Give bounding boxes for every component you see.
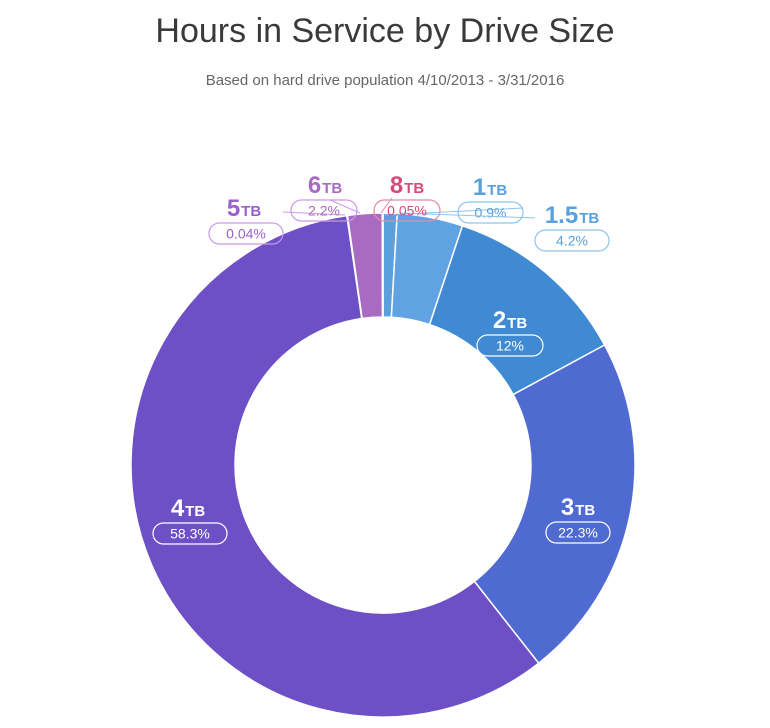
label-size-8tb: 8TB: [390, 172, 425, 199]
chart-title: Hours in Service by Drive Size: [155, 12, 615, 50]
pct-pill-2tb: [476, 334, 544, 357]
slice-8tb: [381, 212, 384, 318]
slice-3tb: [473, 343, 636, 665]
label-pct-1tb: 0.9%: [475, 205, 507, 221]
pct-pill-3tb: [545, 521, 611, 544]
label-pct-1-5tb: 4.2%: [556, 233, 588, 249]
leader-line-1-5tb: [399, 212, 536, 219]
label-size-2tb: 2TB: [493, 307, 528, 334]
label-pct-4tb: 58.3%: [170, 526, 210, 542]
label-pct-5tb: 0.04%: [226, 226, 266, 242]
chart-subtitle: Based on hard drive population 4/10/2013…: [205, 72, 565, 89]
label-size-6tb: 6TB: [308, 172, 343, 199]
leader-line-6tb: [329, 199, 361, 214]
leader-line-1tb: [384, 207, 524, 216]
pct-pill-8tb: [373, 199, 441, 222]
pct-pill-5tb: [208, 222, 284, 245]
label-size-1tb: 1TB: [473, 174, 508, 201]
label-pct-2tb: 12%: [496, 338, 524, 354]
label-pct-8tb: 0.05%: [387, 203, 427, 219]
label-size-1-5tb: 1.5TB: [545, 202, 600, 229]
label-pct-3tb: 22.3%: [558, 525, 598, 541]
leader-line-5tb: [282, 211, 346, 216]
label-size-4tb: 4TB: [171, 495, 206, 522]
pct-pill-1tb: [457, 201, 524, 224]
pct-pill-4tb: [152, 522, 228, 545]
label-size-3tb: 3TB: [561, 494, 596, 521]
slice-4tb: [130, 214, 540, 718]
pct-pill-1-5tb: [534, 229, 610, 252]
label-size-5tb: 5TB: [227, 195, 262, 222]
pct-pill-6tb: [290, 199, 358, 222]
label-pct-6tb: 2.2%: [308, 203, 340, 219]
